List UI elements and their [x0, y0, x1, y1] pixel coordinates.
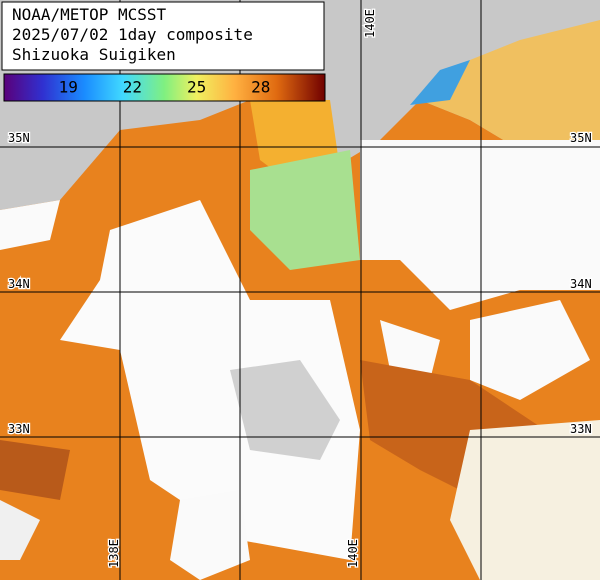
- title-box: [1, 1, 325, 71]
- lon-label: 140E: [363, 9, 377, 38]
- lon-label: 140E: [346, 539, 360, 568]
- lat-label: 35N: [570, 131, 592, 145]
- title-line: 2025/07/02 1day composite: [12, 25, 253, 44]
- lon-label: 138E: [107, 539, 121, 568]
- colorbar-tick-label: 25: [187, 78, 206, 97]
- lat-label: 35N: [8, 131, 30, 145]
- lat-label: 34N: [570, 277, 592, 291]
- colorbar: [3, 73, 326, 102]
- lat-label: 34N: [8, 277, 30, 291]
- colorbar-tick-label: 28: [251, 78, 270, 97]
- lat-label: 33N: [8, 422, 30, 436]
- title-line: Shizuoka Suigiken: [12, 45, 176, 64]
- colorbar-tick-label: 19: [59, 78, 78, 97]
- colorbar-tick-label: 22: [123, 78, 142, 97]
- title-line: NOAA/METOP MCSST: [12, 5, 166, 24]
- lat-label: 33N: [570, 422, 592, 436]
